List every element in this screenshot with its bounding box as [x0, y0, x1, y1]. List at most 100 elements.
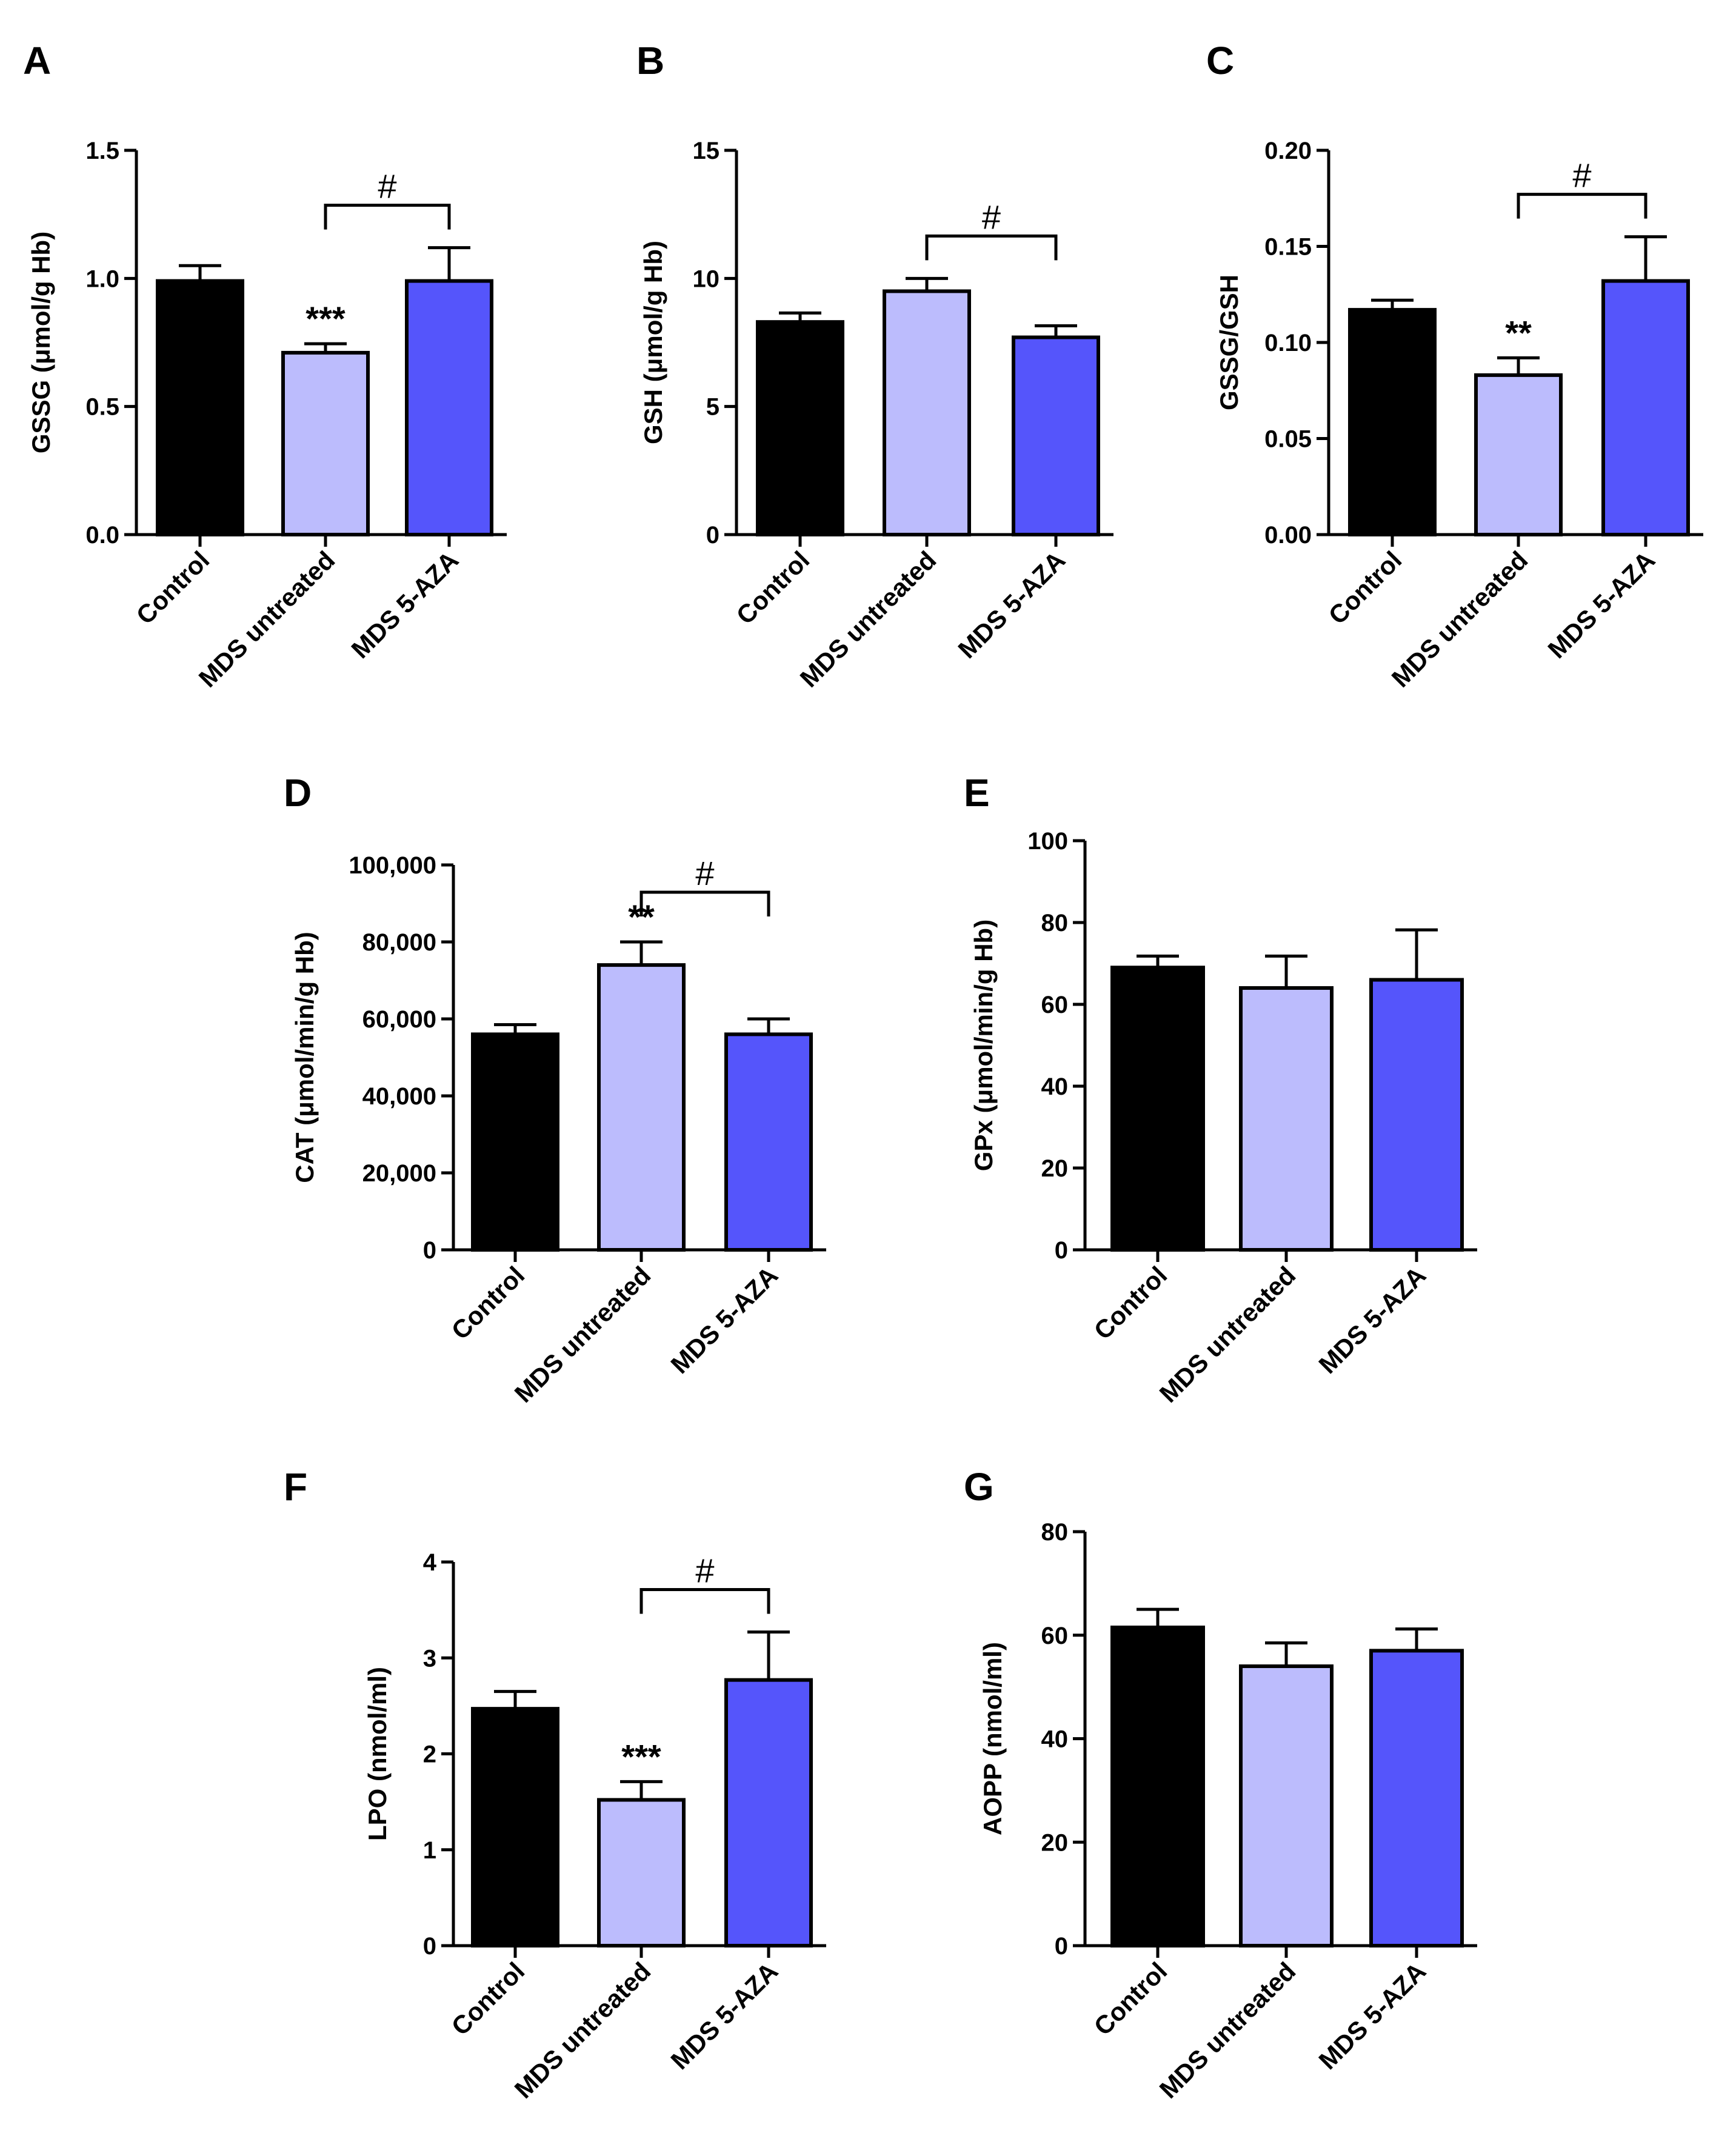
x-tick-label: MDS untreated	[1154, 1261, 1301, 1408]
x-tick-label: MDS 5-AZA	[665, 1957, 783, 2075]
bar	[1239, 986, 1334, 1252]
panel-letter: F	[284, 1465, 307, 1509]
bar	[281, 350, 370, 536]
y-tick-label: 80	[1041, 1519, 1069, 1546]
y-axis-label: GSSG/GSH	[1215, 275, 1243, 410]
significance-hash: #	[982, 198, 1001, 236]
y-tick-label: 80	[1041, 910, 1069, 936]
y-tick-label: 15	[693, 138, 720, 164]
y-tick-label: 20,000	[362, 1160, 436, 1187]
y-tick-label: 0.5	[85, 394, 119, 421]
x-tick-label: MDS untreated	[509, 1957, 656, 2104]
significance-bracket	[639, 1588, 770, 1614]
y-tick-label: 0	[423, 1237, 436, 1264]
bar	[156, 279, 244, 536]
panel-letter: A	[23, 39, 51, 82]
bar	[1239, 1664, 1334, 1948]
y-tick-label: 100,000	[349, 852, 436, 879]
panel-letter: C	[1206, 39, 1234, 82]
x-tick-label: MDS untreated	[1154, 1957, 1301, 2104]
bar	[883, 289, 971, 536]
y-axis-label: AOPP (nmol/ml)	[978, 1642, 1007, 1835]
y-tick-label: 5	[706, 394, 719, 421]
y-tick-label: 0	[1055, 1933, 1068, 1960]
significance-stars: **	[1505, 313, 1532, 352]
y-tick-label: 0.20	[1264, 138, 1312, 164]
y-tick-label: 20	[1041, 1829, 1069, 1856]
y-tick-label: 100	[1027, 828, 1068, 855]
significance-bracket	[1517, 193, 1648, 219]
bar	[597, 963, 686, 1252]
x-tick-label: Control	[446, 1261, 530, 1345]
y-axis-label: GSH (μmol/g Hb)	[639, 241, 667, 444]
x-tick-label: Control	[1089, 1261, 1173, 1345]
y-tick-label: 0	[1055, 1237, 1068, 1264]
bar	[597, 1798, 686, 1947]
y-tick-label: 20	[1041, 1155, 1069, 1182]
significance-bracket	[925, 234, 1058, 261]
y-tick-label: 40,000	[362, 1083, 436, 1110]
significance-bracket	[639, 890, 770, 916]
y-tick-label: 0.00	[1264, 522, 1312, 549]
bar	[1110, 966, 1205, 1252]
x-tick-label: MDS untreated	[795, 546, 942, 693]
y-tick-label: 1.5	[85, 138, 119, 164]
panel-letter: G	[964, 1465, 994, 1509]
significance-hash: #	[1572, 156, 1591, 195]
y-tick-label: 60	[1041, 1623, 1069, 1649]
bar	[1110, 1625, 1205, 1948]
y-tick-label: 80,000	[362, 929, 436, 956]
y-tick-label: 40	[1041, 1726, 1069, 1753]
y-tick-label: 60	[1041, 992, 1069, 1018]
panel-d: D 0 20,000 40,000 60,000 80,000 100,000 CAT (μm…	[284, 771, 826, 1408]
y-tick-label: 60,000	[362, 1006, 436, 1033]
x-tick-label: MDS untreated	[1386, 546, 1534, 693]
y-tick-label: 2	[423, 1741, 436, 1768]
x-tick-label: Control	[731, 546, 815, 630]
x-tick-label: MDS 5-AZA	[952, 546, 1070, 664]
y-tick-label: 0.0	[85, 522, 119, 549]
y-axis-label: GSSG (μmol/g Hb)	[27, 232, 55, 453]
y-tick-label: 3	[423, 1645, 436, 1672]
y-tick-label: 10	[693, 265, 720, 292]
bar	[724, 1032, 813, 1252]
x-tick-label: MDS 5-AZA	[665, 1261, 783, 1379]
panel-c: C0.000.050.100.150.20GSSG/GSHControlMDS …	[1206, 39, 1703, 693]
y-tick-label: 0.05	[1264, 426, 1312, 453]
x-tick-label: MDS 5-AZA	[1313, 1957, 1431, 2075]
y-tick-label: 1	[423, 1837, 436, 1864]
bar	[471, 1707, 559, 1948]
significance-hash: #	[695, 1552, 714, 1590]
x-tick-label: MDS 5-AZA	[346, 546, 464, 664]
bar	[471, 1032, 559, 1252]
y-tick-label: 0	[423, 1933, 436, 1960]
x-tick-label: MDS untreated	[193, 546, 341, 693]
x-tick-label: Control	[131, 546, 215, 630]
significance-stars: ***	[305, 299, 346, 338]
y-axis-label: GPx (μmol/min/g Hb)	[969, 919, 998, 1171]
significance-bracket	[324, 204, 451, 230]
y-axis-label: LPO (nmol/ml)	[363, 1667, 392, 1841]
x-tick-label: MDS 5-AZA	[1313, 1261, 1431, 1379]
x-tick-label: MDS untreated	[509, 1261, 656, 1408]
panel-letter: D	[284, 771, 312, 815]
y-tick-label: 40	[1041, 1073, 1069, 1100]
bar	[1474, 373, 1563, 536]
bar	[1369, 1649, 1464, 1948]
y-tick-label: 0.15	[1264, 234, 1312, 261]
y-tick-label: 1.0	[85, 265, 119, 292]
significance-hash: #	[378, 167, 396, 205]
panel-letter: B	[636, 39, 664, 82]
x-tick-label: Control	[446, 1957, 530, 2041]
y-tick-label: 0.10	[1264, 330, 1312, 356]
x-tick-label: Control	[1323, 546, 1407, 630]
bar	[724, 1678, 813, 1947]
x-tick-label: MDS 5-AZA	[1542, 546, 1660, 664]
bar	[405, 279, 493, 536]
panel-letter: E	[964, 771, 990, 815]
x-tick-label: Control	[1089, 1957, 1173, 2041]
